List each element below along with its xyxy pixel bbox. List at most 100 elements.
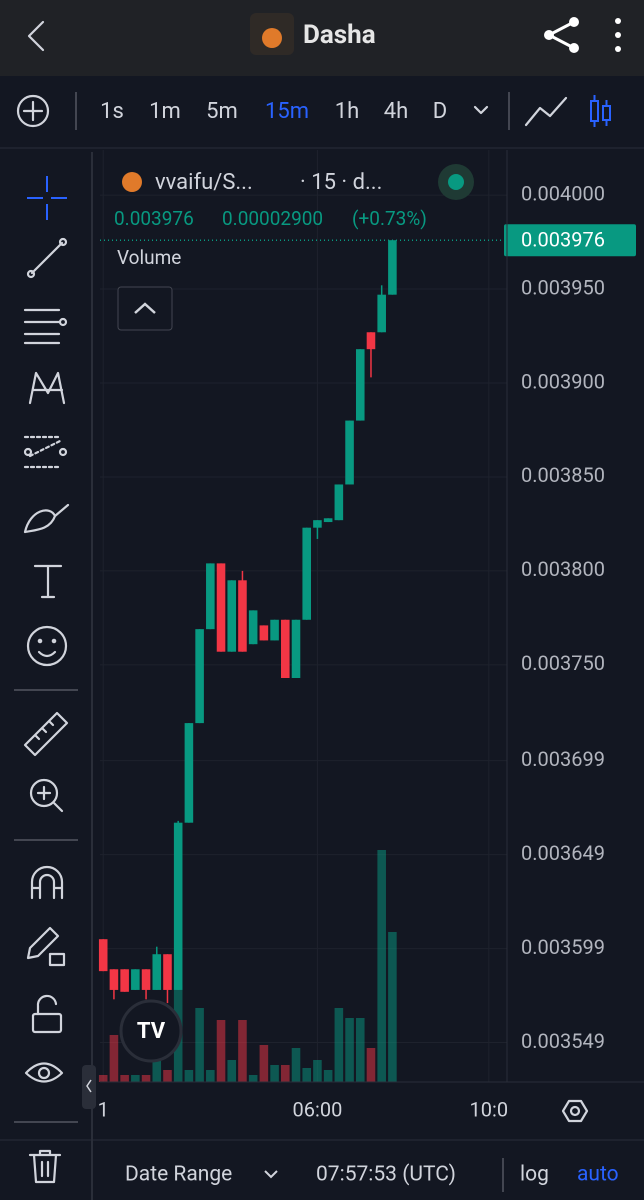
volume-bar — [291, 1048, 301, 1082]
x-tick-label: 10:0 — [470, 1097, 509, 1121]
interval-button[interactable]: D — [433, 99, 447, 124]
volume-bar — [109, 1035, 119, 1082]
delete-tool[interactable] — [28, 1149, 62, 1184]
fib-tool[interactable] — [23, 308, 68, 345]
x-tick-label: 06:00 — [293, 1097, 343, 1121]
volume-bar — [141, 1075, 151, 1082]
volume-bar — [120, 1075, 129, 1082]
lock-tool[interactable] — [31, 994, 63, 1034]
candle-body — [120, 969, 129, 992]
candle-body — [345, 420, 354, 485]
interval-button[interactable]: 4h — [384, 99, 408, 124]
pattern-tool[interactable] — [28, 371, 66, 405]
y-tick-label: 0.003750 — [521, 651, 605, 675]
zoom-tool[interactable] — [29, 778, 64, 813]
candle-body — [163, 954, 172, 990]
magnet-tool[interactable] — [30, 865, 64, 900]
menu-button[interactable] — [615, 18, 621, 52]
symbol-interval: · 15 · d... — [300, 170, 382, 195]
symbol-name: vvaifu/S... — [155, 170, 253, 195]
y-tick-label: 0.003699 — [521, 747, 605, 771]
y-tick-label: 0.003800 — [521, 557, 605, 581]
forecast-tool[interactable] — [23, 435, 68, 469]
candle-body — [334, 484, 344, 521]
volume-bar — [131, 1075, 140, 1082]
y-tick-label: 0.004000 — [521, 181, 605, 205]
volume-bar — [206, 1070, 215, 1082]
candle-body — [227, 580, 237, 652]
volume-bar — [227, 1060, 237, 1082]
ruler-tool[interactable] — [23, 711, 69, 757]
volume-bar — [366, 1048, 376, 1082]
collapse-arrow — [86, 1079, 92, 1093]
candle-body — [109, 969, 119, 990]
candle-body — [206, 563, 215, 630]
lock-drawing-tool[interactable] — [26, 926, 66, 967]
candle-body — [291, 619, 301, 679]
y-tick-label: 0.003649 — [521, 841, 605, 865]
candle-body — [248, 610, 258, 645]
candle-body — [131, 969, 140, 990]
add-indicator[interactable] — [16, 94, 50, 128]
interval-button[interactable]: 15m — [265, 99, 309, 124]
emoji-tool[interactable] — [26, 625, 68, 667]
share-button[interactable] — [544, 17, 579, 53]
candle-style[interactable] — [590, 95, 611, 127]
candle-body — [184, 723, 194, 823]
candle-body — [216, 563, 226, 652]
collapse-legend[interactable] — [117, 286, 173, 331]
interval-button[interactable]: 5m — [206, 99, 238, 124]
volume-bar — [270, 1065, 279, 1082]
volume-bar — [334, 1008, 344, 1082]
interval-dropdown[interactable] — [473, 105, 489, 115]
volume-bar — [388, 932, 397, 1082]
trendline-tool[interactable] — [26, 237, 68, 279]
clock: 07:57:53 (UTC) — [316, 1163, 456, 1187]
y-tick-label: 0.003599 — [521, 935, 605, 959]
candle-body — [98, 939, 108, 972]
candle-body — [355, 349, 365, 421]
y-tick-label: 0.003850 — [521, 463, 605, 487]
auto-toggle[interactable]: auto — [577, 1163, 619, 1187]
toolbar — [0, 76, 644, 148]
volume-bar — [355, 1018, 365, 1082]
legend-change: 0.00002900 — [222, 207, 323, 230]
volume-bar — [152, 1055, 162, 1082]
candle-body — [152, 954, 162, 990]
candle-body — [173, 822, 183, 990]
visibility-tool[interactable] — [24, 1062, 64, 1083]
collapse-button[interactable] — [82, 1065, 96, 1109]
brush-tool[interactable] — [23, 503, 70, 534]
volume-label: Volume — [117, 246, 181, 269]
candle-body — [281, 619, 290, 679]
tradingview-logo[interactable] — [119, 999, 183, 1063]
candle-body — [377, 294, 386, 333]
collapse-legend-icon — [134, 302, 156, 314]
volume-bar — [98, 1075, 108, 1082]
volume-bar — [248, 1075, 258, 1082]
date-range[interactable]: Date Range — [125, 1163, 232, 1187]
volume-bar — [259, 1045, 269, 1082]
back-button[interactable] — [27, 20, 45, 52]
x-tick-label: 1 — [98, 1097, 109, 1121]
crosshair-tool[interactable] — [27, 176, 67, 220]
logo-mark: TV — [137, 1019, 166, 1044]
interval-button[interactable]: 1s — [100, 99, 124, 124]
text-tool[interactable] — [33, 564, 63, 599]
interval-button[interactable]: 1m — [149, 99, 181, 124]
title: Dasha — [303, 20, 376, 50]
volume-bar — [313, 1060, 322, 1082]
symbol-icon — [122, 172, 142, 192]
settings-button[interactable] — [561, 1099, 589, 1123]
y-tick-label: 0.003950 — [521, 275, 605, 299]
volume-bar — [163, 1070, 172, 1082]
status-dot — [448, 174, 464, 190]
candle-body — [195, 629, 204, 724]
candle-body — [270, 619, 279, 641]
log-toggle[interactable]: log — [520, 1163, 549, 1187]
volume-bar — [302, 1068, 311, 1082]
line-style[interactable] — [524, 96, 568, 127]
interval-button[interactable]: 1h — [335, 99, 359, 124]
